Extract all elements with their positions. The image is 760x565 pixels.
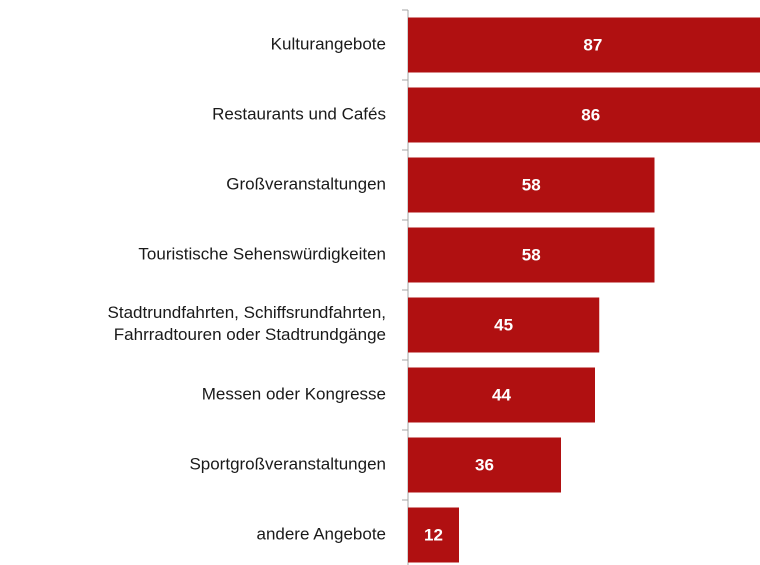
category-label: Großveranstaltungen (226, 174, 386, 193)
value-label: 12 (424, 525, 443, 544)
value-label: 58 (522, 175, 541, 194)
value-label: 58 (522, 245, 541, 264)
category-label: Kulturangebote (271, 34, 386, 53)
category-label: Restaurants und Cafés (212, 104, 386, 123)
bar (408, 17, 760, 73)
bar (408, 367, 595, 423)
category-label-line: Fahrradtouren oder Stadtrundgänge (114, 325, 386, 344)
value-label: 45 (494, 315, 513, 334)
category-label: andere Angebote (256, 524, 386, 543)
category-label-line: Stadtrundfahrten, Schiffsrundfahrten, (108, 303, 386, 322)
bar (408, 227, 655, 283)
category-label: Stadtrundfahrten, Schiffsrundfahrten, Fah… (108, 303, 386, 344)
category-label: Touristische Sehenswürdigkeiten (138, 244, 386, 263)
bar (408, 507, 459, 563)
bar (408, 437, 561, 493)
value-label: 36 (475, 455, 494, 474)
category-label: Sportgroßveranstaltungen (189, 454, 386, 473)
bar (408, 297, 600, 353)
category-label: Messen oder Kongresse (202, 384, 386, 403)
value-label: 44 (492, 385, 511, 404)
bar (408, 157, 655, 213)
value-label: 86 (581, 105, 600, 124)
value-label: 87 (583, 35, 602, 54)
bar (408, 87, 760, 143)
